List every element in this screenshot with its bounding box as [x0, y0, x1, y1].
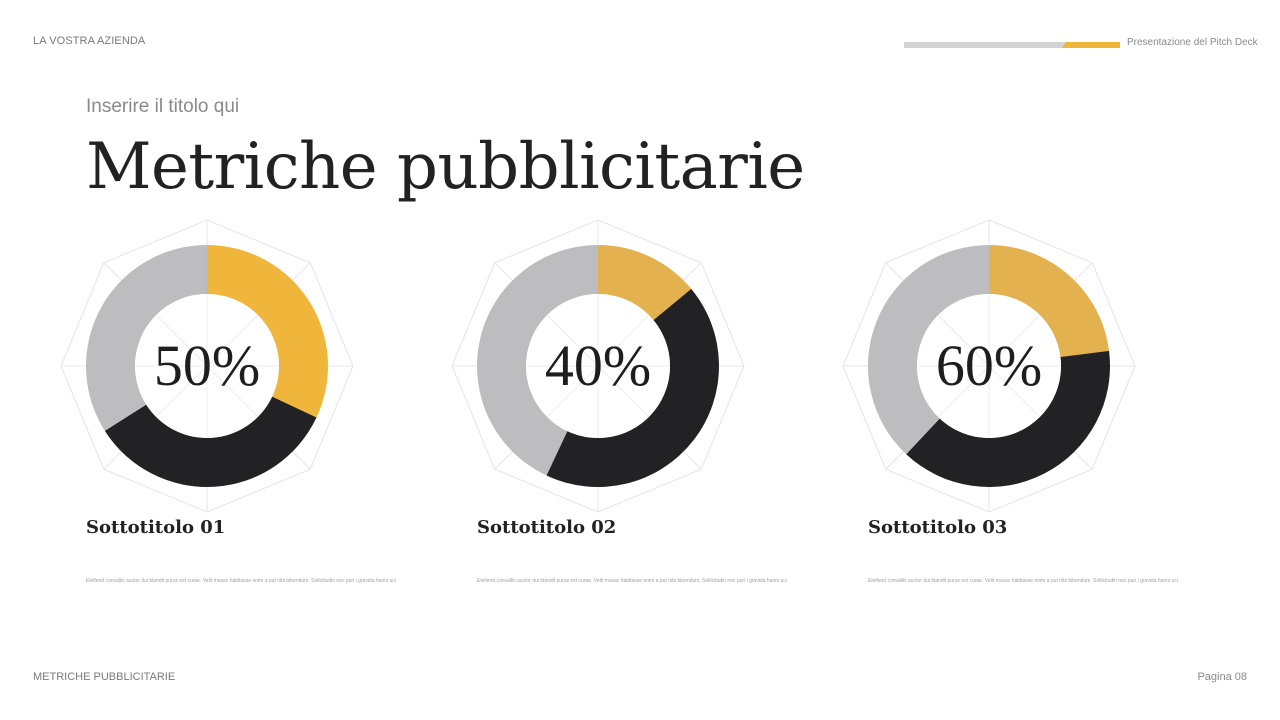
card-subtitle-2: Sottotitolo 02: [477, 517, 617, 538]
donut-segment: [477, 245, 598, 476]
deck-progress-fill: [1062, 42, 1120, 48]
grid-spoke: [937, 365, 990, 418]
card-subtitle-3: Sottotitolo 03: [868, 517, 1008, 538]
grid-spoke: [546, 365, 599, 418]
donut-segment: [906, 350, 1110, 487]
donut-segment: [546, 288, 719, 487]
chart-value: 50%: [153, 333, 261, 398]
slide-title: Metriche pubblicitarie: [86, 130, 805, 204]
grid-spoke: [988, 365, 1041, 418]
card-description-3: Eleifend convallis auctor dui blandit pu…: [868, 578, 1178, 584]
donut-segment: [598, 245, 692, 321]
grid-spoke: [546, 314, 599, 367]
grid-spoke: [937, 314, 990, 367]
donut-segment: [868, 245, 989, 455]
footer-section-title: METRICHE PUBBLICITARIE: [33, 671, 176, 683]
slide-kicker: Inserire il titolo qui: [86, 96, 240, 117]
donut-segment: [207, 245, 328, 418]
company-name: LA VOSTRA AZIENDA: [33, 35, 146, 47]
chart-value: 40%: [544, 333, 652, 398]
grid-spoke: [988, 314, 1041, 367]
donut-chart-3: 60%: [839, 216, 1139, 516]
donut-chart-svg: [451, 219, 745, 513]
donut-chart-svg: [60, 219, 354, 513]
grid-spoke: [155, 314, 208, 367]
grid-spoke: [155, 365, 208, 418]
chart-value: 60%: [935, 333, 1043, 398]
grid-spoke: [206, 365, 259, 418]
grid-spoke: [597, 365, 650, 418]
donut-segment: [989, 245, 1110, 357]
donut-segment: [86, 245, 207, 431]
deck-progress-bar: [904, 42, 1120, 48]
card-description-2: Eleifend convallis auctor dui blandit pu…: [477, 578, 787, 584]
deck-title: Presentazione del Pitch Deck: [1127, 37, 1258, 48]
card-subtitle-1: Sottotitolo 01: [86, 517, 226, 538]
grid-spoke: [597, 314, 650, 367]
donut-chart-2: 40%: [448, 216, 748, 516]
donut-segment: [104, 396, 317, 487]
grid-spoke: [206, 314, 259, 367]
donut-chart-svg: [842, 219, 1136, 513]
donut-chart-1: 50%: [57, 216, 357, 516]
card-description-1: Eleifend convallis auctor dui blandit pu…: [86, 578, 396, 584]
page-number: Pagina 08: [1197, 671, 1247, 683]
